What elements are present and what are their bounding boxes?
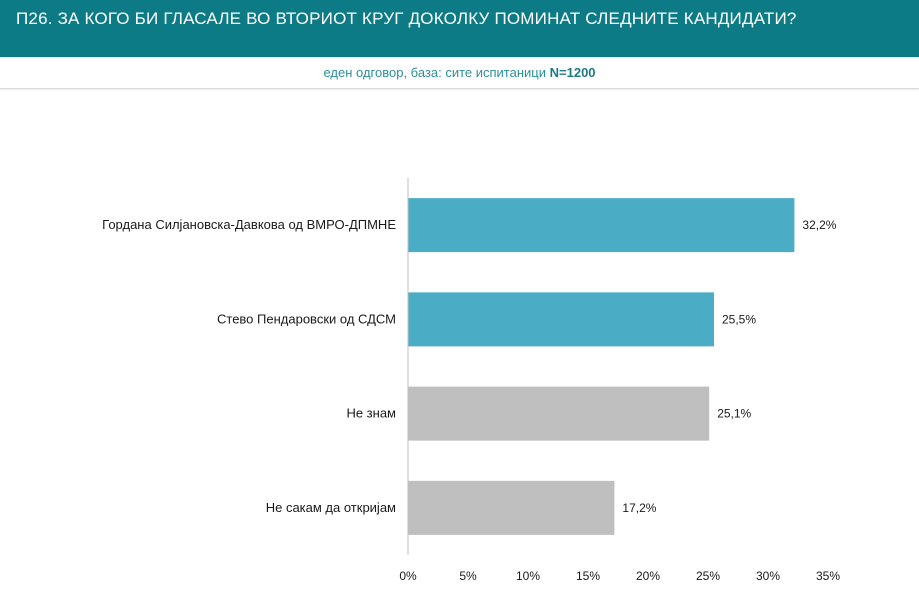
bar-1 xyxy=(408,198,795,253)
base-description: еден одговор, база: сите испитаници xyxy=(323,65,546,80)
x-tick-label-1: 0% xyxy=(399,569,417,583)
category-label-1: Гордана Силјановска-Давкова од ВМРО-ДПМН… xyxy=(102,217,396,232)
header-bar: П26. ЗА КОГО БИ ГЛАСАЛЕ ВО ВТОРИОТ КРУГ … xyxy=(0,0,919,57)
x-ticks-layer: 0% 5% 10% 15% 20% 25% 30% 35% xyxy=(399,569,840,583)
sample-size: N=1200 xyxy=(549,65,596,80)
x-tick-label-2: 5% xyxy=(459,569,477,583)
value-label-4: 17,2% xyxy=(622,501,656,515)
x-tick-label-4: 15% xyxy=(576,569,600,583)
category-label-2: Стево Пендаровски од СДСМ xyxy=(217,311,396,326)
value-label-1: 32,2% xyxy=(802,218,836,232)
page-title: П26. ЗА КОГО БИ ГЛАСАЛЕ ВО ВТОРИОТ КРУГ … xyxy=(16,9,797,28)
subheader-bar: еден одговор, база: сите испитаници N=12… xyxy=(0,57,919,89)
x-tick-label-8: 35% xyxy=(816,569,840,583)
x-tick-label-5: 20% xyxy=(636,569,660,583)
value-label-2: 25,5% xyxy=(722,312,756,326)
x-tick-label-6: 25% xyxy=(696,569,720,583)
category-label-4: Не сакам да откријам xyxy=(266,500,396,515)
bar-2 xyxy=(408,292,714,347)
bars-layer xyxy=(408,198,795,535)
bar-3 xyxy=(408,386,710,441)
labels-layer: Гордана Силјановска-Давкова од ВМРО-ДПМН… xyxy=(102,217,837,515)
category-label-3: Не знам xyxy=(346,406,396,421)
bar-chart: Гордана Силјановска-Давкова од ВМРО-ДПМН… xyxy=(102,178,840,583)
x-tick-label-3: 10% xyxy=(516,569,540,583)
x-tick-label-7: 30% xyxy=(756,569,780,583)
value-label-3: 25,1% xyxy=(717,407,751,421)
bar-4 xyxy=(408,480,615,535)
